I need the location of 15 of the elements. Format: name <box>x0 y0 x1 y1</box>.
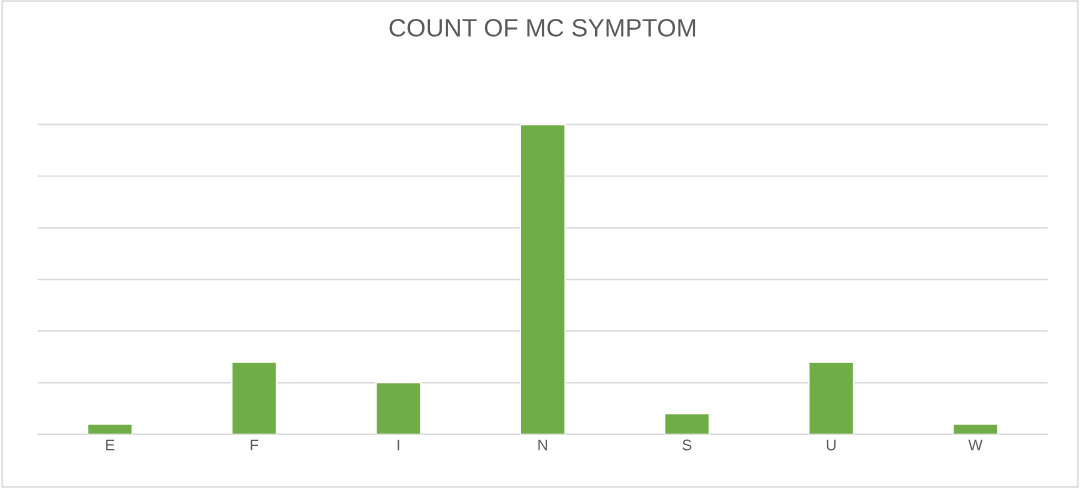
x-tick-label: F <box>250 439 259 451</box>
bar <box>663 412 711 435</box>
bar <box>952 423 999 435</box>
bar <box>519 123 566 435</box>
x-tick-label: N <box>538 439 547 451</box>
chart-title: COUNT OF MC SYMPTOM <box>389 18 696 37</box>
bar <box>375 381 422 435</box>
x-tick-label: S <box>682 439 692 451</box>
bar <box>86 423 133 435</box>
x-tick-label: W <box>968 439 983 451</box>
bar <box>231 361 278 435</box>
x-tick-label: I <box>397 439 400 451</box>
bar <box>808 361 855 435</box>
x-tick-label: U <box>826 439 836 451</box>
x-tick-label: E <box>106 439 115 451</box>
